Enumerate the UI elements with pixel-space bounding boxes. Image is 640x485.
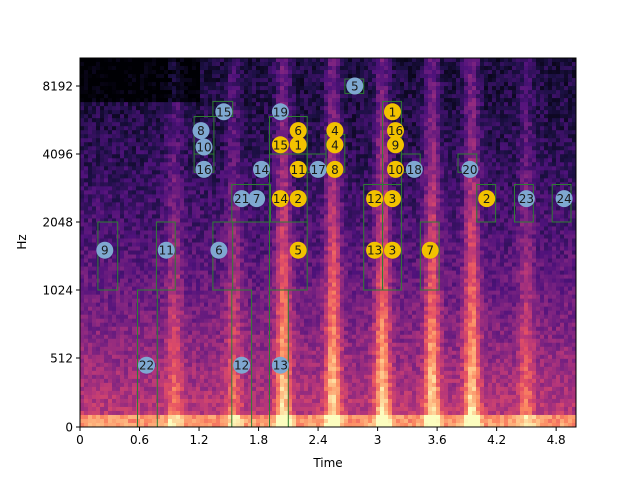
marker-label: 7: [253, 192, 261, 206]
detection-marker: 9: [96, 242, 113, 259]
x-tick-label: 2.4: [309, 433, 328, 447]
marker-label: 9: [101, 244, 109, 258]
detection-marker: 23: [518, 190, 535, 207]
x-tick-label: 1.2: [189, 433, 208, 447]
detection-marker: 1: [290, 136, 307, 153]
detection-marker: 13: [366, 242, 383, 259]
detection-marker: 1: [384, 103, 401, 120]
marker-label: 17: [310, 163, 325, 177]
marker-label: 15: [216, 105, 231, 119]
detection-marker: 2: [290, 190, 307, 207]
detection-marker: 14: [253, 161, 270, 178]
detection-marker: 21: [233, 190, 250, 207]
marker-label: 10: [196, 141, 211, 155]
marker-label: 20: [462, 163, 477, 177]
marker-label: 6: [215, 244, 223, 258]
x-axis: 0 0.6 1.2 1.8 2.4 3 3.6 4.2 4.8: [76, 427, 566, 447]
marker-label: 12: [234, 359, 249, 373]
marker-label: 19: [273, 105, 288, 119]
detection-marker: 4: [326, 136, 343, 153]
detection-marker: 22: [138, 357, 155, 374]
marker-label: 9: [392, 138, 400, 152]
marker-label: 18: [407, 163, 422, 177]
marker-label: 5: [351, 80, 359, 94]
detection-marker: 24: [556, 190, 573, 207]
detection-marker: 19: [272, 103, 289, 120]
y-tick-label: 0: [65, 421, 73, 435]
y-tick-label: 1024: [42, 284, 73, 298]
marker-label: 2: [294, 192, 302, 206]
marker-label: 11: [159, 244, 174, 258]
marker-label: 1: [294, 138, 302, 152]
marker-label: 21: [234, 192, 249, 206]
detection-marker: 6: [210, 242, 227, 259]
x-tick-label: 3.6: [428, 433, 447, 447]
x-tick-label: 0.6: [130, 433, 149, 447]
detection-marker: 13: [272, 357, 289, 374]
y-tick-label: 512: [50, 352, 73, 366]
detection-marker: 10: [196, 139, 213, 156]
detection-marker: 11: [290, 161, 307, 178]
marker-label: 4: [331, 138, 339, 152]
marker-label: 16: [196, 163, 211, 177]
x-tick-label: 0: [76, 433, 84, 447]
detection-marker: 2: [478, 190, 495, 207]
x-tick-label: 4.8: [547, 433, 566, 447]
marker-label: 24: [556, 192, 571, 206]
marker-label: 15: [273, 138, 288, 152]
y-axis-label: Hz: [15, 234, 29, 249]
spectrogram-heatmap: [80, 58, 577, 428]
detection-marker: 8: [326, 161, 343, 178]
detection-marker: 7: [248, 190, 265, 207]
marker-label: 13: [273, 359, 288, 373]
x-tick-label: 1.8: [249, 433, 268, 447]
marker-label: 7: [426, 244, 434, 258]
marker-label: 13: [367, 244, 382, 258]
detection-marker: 7: [422, 242, 439, 259]
y-tick-label: 8192: [42, 80, 73, 94]
detection-marker: 3: [384, 190, 401, 207]
x-tick-label: 4.2: [487, 433, 506, 447]
marker-label: 23: [519, 192, 534, 206]
x-tick-label: 3: [374, 433, 382, 447]
marker-label: 22: [139, 359, 154, 373]
detection-marker: 20: [461, 161, 478, 178]
detection-marker: 15: [215, 103, 232, 120]
detection-marker: 10: [387, 161, 404, 178]
detection-marker: 8: [193, 122, 210, 139]
detection-marker: 9: [387, 136, 404, 153]
marker-label: 12: [367, 192, 382, 206]
y-axis: 0 512 1024 2048 4096 8192: [42, 80, 80, 435]
y-tick-label: 2048: [42, 216, 73, 230]
detection-marker: 17: [310, 161, 327, 178]
marker-label: 4: [331, 124, 339, 138]
marker-label: 1: [389, 105, 397, 119]
marker-label: 6: [294, 124, 302, 138]
detection-marker: 18: [406, 161, 423, 178]
detection-marker: 14: [272, 190, 289, 207]
marker-label: 8: [331, 163, 339, 177]
marker-label: 5: [294, 244, 302, 258]
marker-label: 14: [254, 163, 269, 177]
marker-label: 14: [273, 192, 288, 206]
detection-marker: 12: [233, 357, 250, 374]
detection-marker: 5: [290, 242, 307, 259]
detection-marker: 16: [196, 161, 213, 178]
marker-label: 10: [388, 163, 403, 177]
detection-marker: 3: [384, 242, 401, 259]
marker-label: 11: [291, 163, 306, 177]
detection-marker: 5: [346, 78, 363, 95]
detection-marker: 12: [366, 190, 383, 207]
marker-label: 3: [389, 192, 397, 206]
marker-label: 16: [388, 124, 403, 138]
marker-label: 2: [483, 192, 491, 206]
detection-marker: 15: [272, 136, 289, 153]
y-tick-label: 4096: [42, 148, 73, 162]
detection-marker: 11: [158, 242, 175, 259]
x-axis-label: Time: [312, 456, 342, 470]
marker-label: 8: [197, 124, 205, 138]
marker-label: 3: [389, 244, 397, 258]
